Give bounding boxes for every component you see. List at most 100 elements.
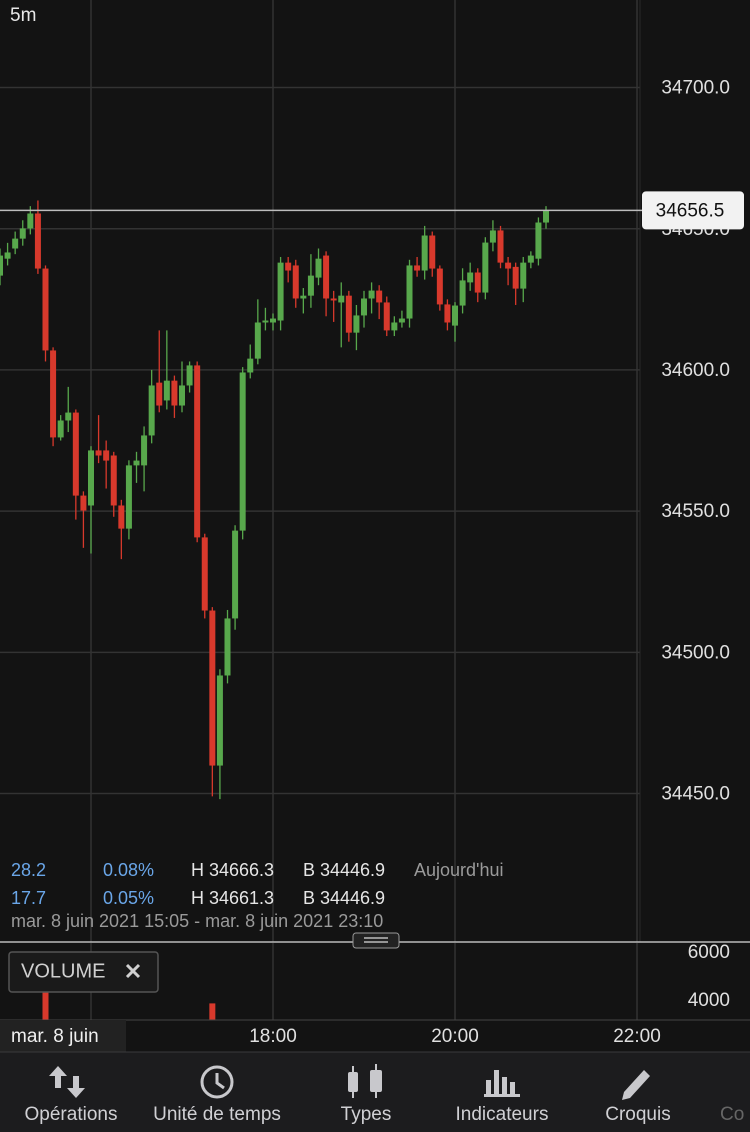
timeframe-icon[interactable] bbox=[200, 1065, 234, 1099]
candle-body bbox=[414, 265, 421, 271]
toolbar-label[interactable]: Co bbox=[720, 1104, 744, 1125]
volume-tick-label: 4000 bbox=[688, 990, 730, 1011]
toolbar-label[interactable]: Types bbox=[341, 1104, 392, 1125]
candle-body bbox=[270, 318, 277, 323]
candle-body bbox=[292, 265, 299, 299]
candle-body bbox=[232, 530, 239, 619]
toolbar-label[interactable]: Opérations bbox=[25, 1104, 118, 1125]
last-price-label: 34656.5 bbox=[656, 200, 725, 221]
toolbar-icons bbox=[49, 1064, 650, 1100]
candle-body bbox=[323, 255, 330, 299]
stat-value: B 34446.9 bbox=[303, 860, 385, 880]
x-tick-label: 22:00 bbox=[613, 1026, 661, 1047]
types-icon[interactable] bbox=[348, 1064, 382, 1098]
candle-body bbox=[50, 350, 57, 438]
stat-value: B 34446.9 bbox=[303, 888, 385, 908]
date-range: mar. 8 juin 2021 15:05 - mar. 8 juin 202… bbox=[11, 911, 383, 931]
candle-body bbox=[19, 228, 26, 239]
candle-body bbox=[406, 265, 413, 319]
candle-body bbox=[300, 295, 307, 299]
candle-body bbox=[345, 295, 352, 333]
stat-value: 28.2 bbox=[11, 860, 46, 880]
stat-value: H 34666.3 bbox=[191, 860, 274, 880]
sketch-icon[interactable] bbox=[622, 1070, 650, 1100]
toolbar-label[interactable]: Indicateurs bbox=[456, 1104, 549, 1125]
volume-bar bbox=[42, 967, 49, 1020]
candle-body bbox=[452, 305, 459, 326]
candle-body bbox=[34, 213, 41, 269]
candle-body bbox=[57, 420, 64, 438]
candle-body bbox=[148, 385, 155, 436]
candle-body bbox=[436, 268, 443, 305]
stat-value: 17.7 bbox=[11, 888, 46, 908]
toolbar-label[interactable]: Croquis bbox=[605, 1104, 670, 1125]
candle-body bbox=[353, 315, 360, 333]
candle-body bbox=[505, 262, 512, 269]
candle-body bbox=[224, 618, 231, 676]
candle-body bbox=[467, 272, 474, 283]
candle-body bbox=[239, 372, 246, 531]
candle-body bbox=[216, 675, 223, 766]
y-tick-label: 34700.0 bbox=[661, 78, 730, 99]
candle-body bbox=[497, 230, 504, 263]
candle-body bbox=[95, 450, 102, 456]
divider-handle[interactable] bbox=[352, 932, 400, 949]
candle-body bbox=[118, 505, 125, 529]
toolbar-label[interactable]: Unité de temps bbox=[153, 1104, 281, 1125]
candle-body bbox=[391, 322, 398, 331]
candle-body bbox=[307, 275, 314, 296]
candle-body bbox=[520, 262, 527, 289]
candle-body bbox=[72, 412, 79, 496]
candle-body bbox=[512, 266, 519, 289]
candle-body bbox=[398, 318, 405, 323]
candle-body bbox=[12, 238, 19, 249]
volume-tag-box bbox=[8, 951, 159, 993]
candle-body bbox=[156, 382, 163, 406]
candle-body bbox=[65, 412, 72, 421]
volume-tag: VOLUME bbox=[21, 960, 105, 982]
price-panel: 34450.034500.034550.034600.034650.034700… bbox=[0, 0, 730, 942]
candle-body bbox=[201, 537, 208, 611]
y-tick-label: 34550.0 bbox=[661, 501, 730, 522]
candle-body bbox=[444, 304, 451, 323]
last-price-box bbox=[642, 191, 744, 230]
candle-body bbox=[489, 230, 496, 243]
y-tick-label: 34450.0 bbox=[661, 784, 730, 805]
timeframe: 5m bbox=[10, 5, 36, 26]
candle-body bbox=[459, 280, 466, 306]
candle-body bbox=[277, 262, 284, 321]
operations-icon[interactable] bbox=[49, 1066, 85, 1098]
candle-body bbox=[4, 252, 11, 259]
candle-body bbox=[133, 460, 140, 466]
candle-body bbox=[535, 222, 542, 259]
candle-body bbox=[543, 210, 550, 223]
candle-body bbox=[474, 272, 481, 293]
volume-bar bbox=[209, 1003, 216, 1020]
candle-body bbox=[42, 268, 49, 351]
divider-grip bbox=[364, 937, 388, 943]
overlay: 16:0018:0020:0022:0040006000VOLUME34656.… bbox=[0, 5, 750, 1052]
candle-body bbox=[247, 358, 254, 373]
candle-body bbox=[383, 302, 390, 331]
y-tick-label: 34500.0 bbox=[661, 642, 730, 663]
volume-panel bbox=[42, 943, 638, 1020]
indicators-icon[interactable] bbox=[484, 1070, 520, 1097]
candle-body bbox=[163, 380, 170, 401]
candle-body bbox=[194, 365, 201, 538]
candle-body bbox=[429, 235, 436, 269]
candle-body bbox=[330, 298, 337, 301]
x-tick-label: 20:00 bbox=[431, 1026, 479, 1047]
candle-body bbox=[27, 213, 34, 229]
candle-body bbox=[0, 255, 3, 276]
volume-close[interactable] bbox=[125, 963, 141, 979]
candle-body bbox=[171, 380, 178, 406]
candle-body bbox=[209, 610, 216, 766]
candle-body bbox=[361, 298, 368, 316]
date-label-box bbox=[0, 1020, 126, 1052]
stat-value: 0.08% bbox=[103, 860, 154, 880]
candle-body bbox=[110, 455, 117, 506]
candle-body bbox=[103, 450, 110, 461]
candle-body bbox=[141, 435, 148, 466]
y-tick-label: 34600.0 bbox=[661, 360, 730, 381]
candle-body bbox=[254, 322, 261, 359]
